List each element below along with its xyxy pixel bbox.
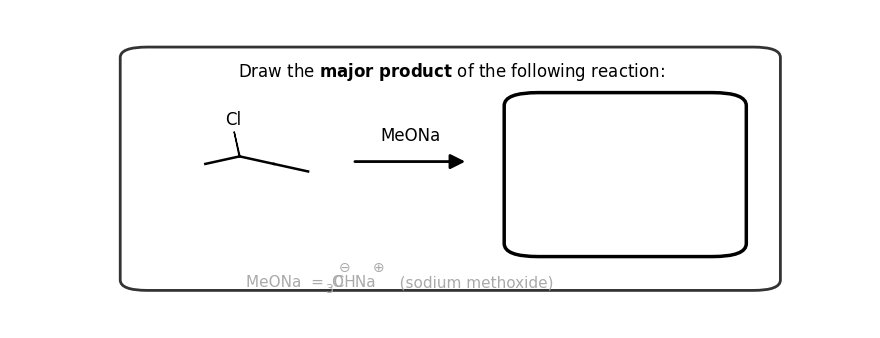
- Text: Na: Na: [349, 275, 375, 290]
- Text: Draw the $\mathbf{major\ product}$ of the following reaction:: Draw the $\mathbf{major\ product}$ of th…: [238, 61, 664, 83]
- Text: Cl: Cl: [224, 111, 241, 129]
- Polygon shape: [234, 132, 240, 156]
- Text: (sodium methoxide): (sodium methoxide): [385, 275, 554, 290]
- Text: ⊕: ⊕: [372, 261, 384, 275]
- Text: MeONa  =  CH: MeONa = CH: [246, 275, 356, 290]
- Text: 3: 3: [325, 283, 333, 296]
- FancyBboxPatch shape: [504, 93, 746, 257]
- Text: ⊖: ⊖: [339, 261, 350, 275]
- Text: MeONa: MeONa: [380, 126, 440, 145]
- Text: O: O: [331, 275, 343, 290]
- FancyBboxPatch shape: [121, 47, 781, 290]
